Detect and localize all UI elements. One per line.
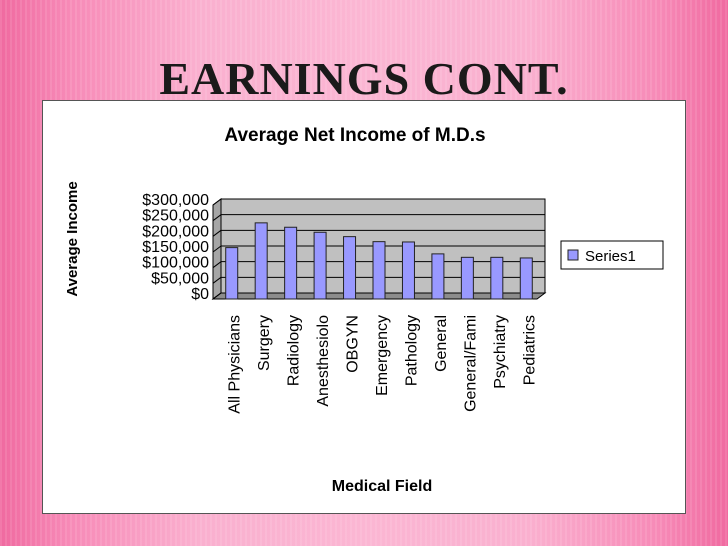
bar [401,241,415,300]
x-tick-label: Emergency [374,315,391,396]
gridline-wall [212,229,222,237]
bar [284,226,298,300]
legend-label: Series1 [585,248,636,265]
y-tick-label: $300,000 [142,192,209,209]
gridline-wall [212,276,222,284]
x-tick-label: OBGYN [345,315,362,373]
bar [490,256,504,300]
y-tick-label: $100,000 [142,255,209,272]
x-tick-label: General [433,315,450,372]
legend-swatch [567,249,579,261]
y-tick-label: $150,000 [142,239,209,256]
chart-title: Average Net Income of M.D.s [224,125,485,146]
gridline-wall [212,292,222,300]
y-tick-label: $50,000 [151,270,209,287]
slide-title: EARNINGS CONT. [159,53,569,104]
x-tick-label: Pathology [403,315,420,386]
gridline-wall [212,245,222,253]
bar-chart: Average Net Income of M.D.s Average Inco… [64,125,664,495]
bar [460,256,474,300]
bar [519,257,533,300]
y-tick-label: $250,000 [142,208,209,225]
y-tick-label: $200,000 [142,223,209,240]
gridline-wall [212,198,222,206]
gridline-wall [212,261,222,269]
y-tick-label: $0 [191,286,209,303]
bar [343,236,357,300]
x-tick-label: Surgery [256,315,273,371]
bar [313,231,327,300]
bar [372,241,386,300]
x-tick-label: General/Fami [462,315,479,412]
chart-container: Average Net Income of M.D.s Average Inco… [42,100,686,514]
x-tick-label: Pediatrics [521,315,538,385]
bar [225,247,239,300]
x-tick-label: Radiology [286,315,303,386]
gridline-wall [212,214,222,222]
bar [431,253,445,300]
x-tick-label: Anesthesiolo [315,315,332,407]
x-axis-label: Medical Field [332,478,432,495]
legend: Series1 [560,240,664,270]
x-tick-label: All Physicians [227,315,244,414]
bar [254,222,268,300]
y-axis-label: Average Income [64,181,81,296]
x-tick-label: Psychiatry [492,315,509,389]
